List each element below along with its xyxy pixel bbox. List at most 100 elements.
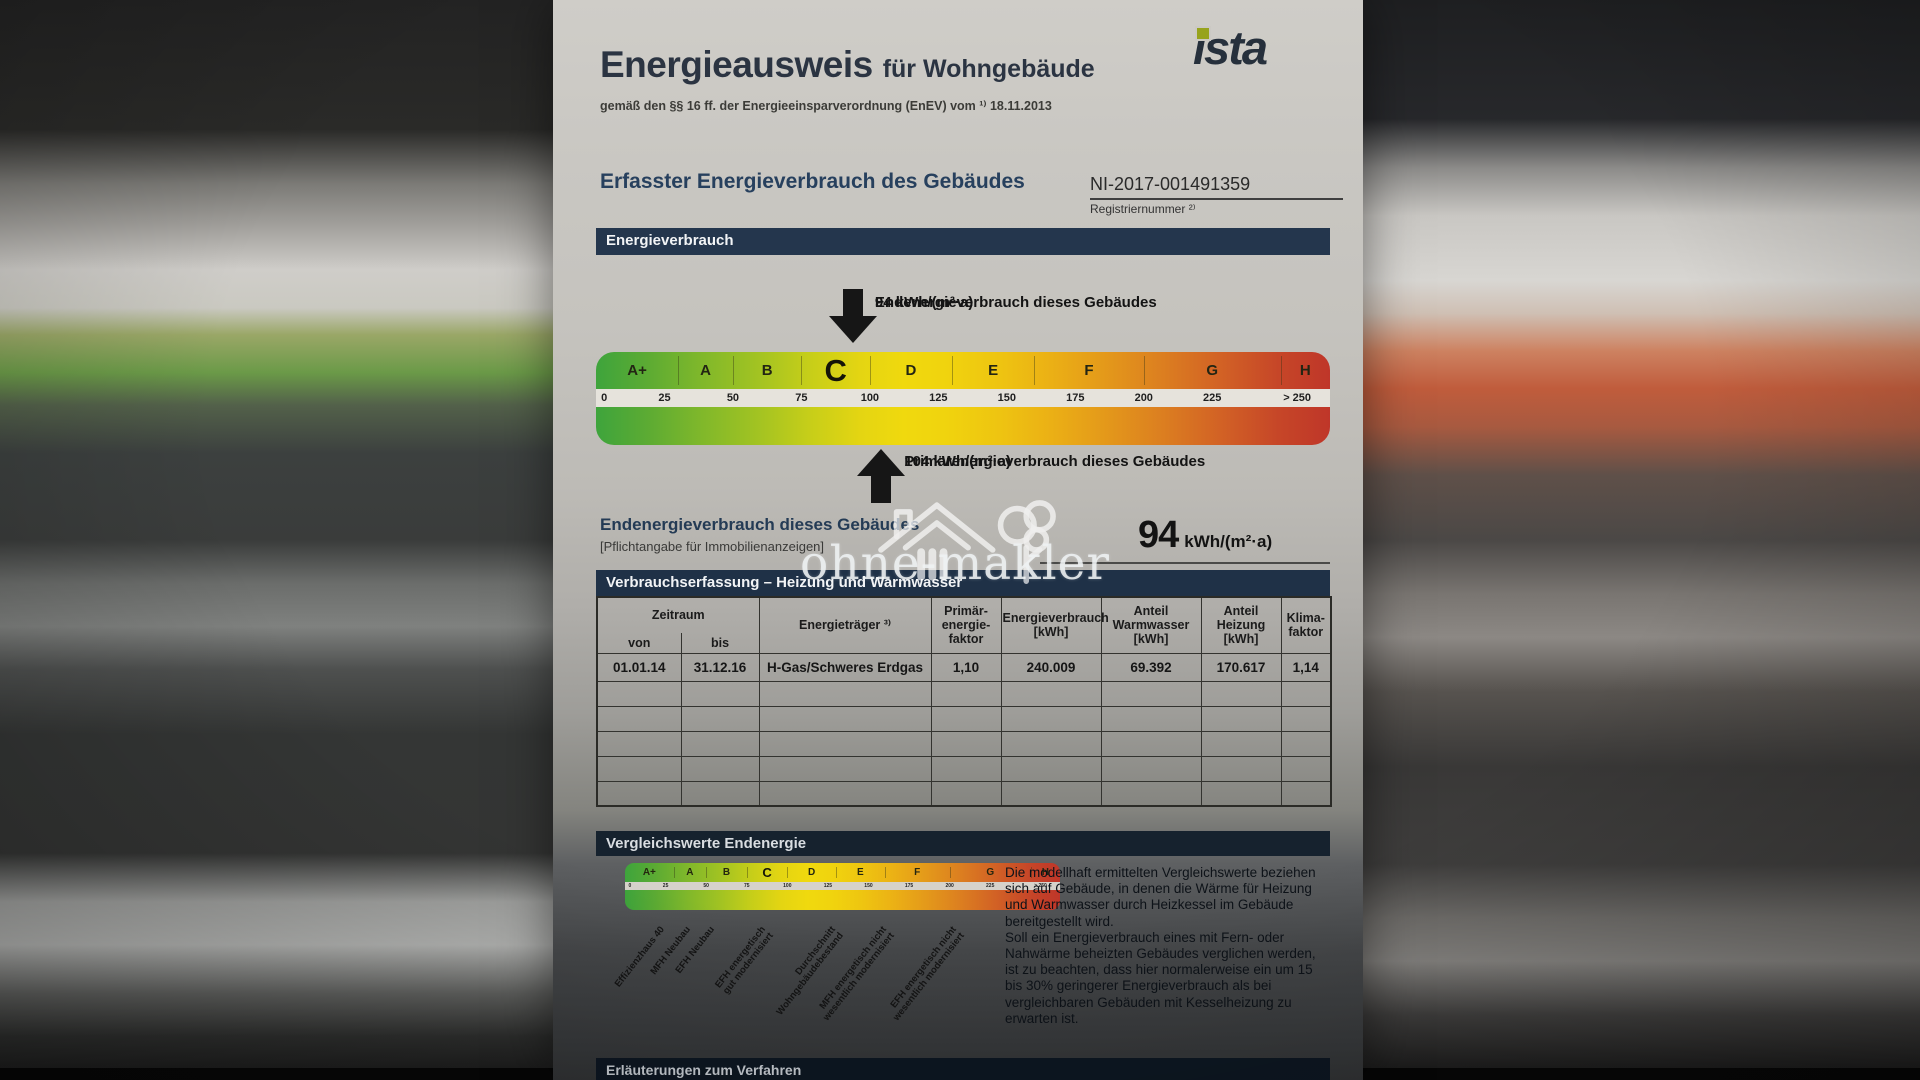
ista-logo: ista bbox=[1193, 20, 1333, 80]
scale-tick-> 250: > 250 bbox=[1034, 883, 1047, 889]
table-empty-row bbox=[596, 680, 1332, 707]
empty-cell bbox=[1200, 680, 1282, 707]
col-header-primaerfaktor: Primär- energie- faktor bbox=[930, 596, 1002, 654]
background-blur-left bbox=[0, 0, 556, 1080]
registration-block: NI-2017-001491359 Registriernummer ²⁾ bbox=[1090, 174, 1343, 216]
col-header-energietraeger: Energieträger ³⁾ bbox=[758, 596, 932, 654]
empty-cell bbox=[1280, 680, 1332, 707]
scale-class-boundary bbox=[1280, 356, 1282, 385]
scale-tick-50: 50 bbox=[703, 883, 709, 889]
scale-tick-> 250: > 250 bbox=[1283, 392, 1312, 404]
scale-tick-25: 25 bbox=[662, 883, 669, 889]
scale-class-boundary bbox=[732, 356, 734, 385]
scale-class-C: C bbox=[824, 353, 847, 388]
empty-cell bbox=[680, 680, 760, 707]
empty-cell bbox=[1280, 705, 1332, 732]
table-empty-row bbox=[596, 730, 1332, 757]
scale-class-boundary bbox=[706, 867, 708, 878]
end-energy-label-line1: Endenergieverbrauch dieses Gebäudes bbox=[874, 294, 1157, 311]
bar-vergleichswerte: Vergleichswerte Endenergie bbox=[596, 831, 1330, 856]
scale-tick-0: 0 bbox=[601, 392, 608, 404]
end-energy-declaration-title: Endenergieverbrauch dieses Gebäudes bbox=[600, 515, 920, 534]
empty-cell bbox=[596, 755, 682, 782]
title-main: Energieausweis bbox=[600, 44, 873, 85]
scale-letters-band: A+ A B C D E F G H bbox=[596, 352, 1330, 389]
cell-anteil-heizung: 170.617 bbox=[1200, 652, 1282, 682]
bar-energieverbrauch: Energieverbrauch bbox=[596, 228, 1330, 255]
cell-klimafaktor: 1,14 bbox=[1280, 652, 1332, 682]
empty-cell bbox=[930, 680, 1002, 707]
scale-class-F: F bbox=[1084, 362, 1094, 379]
scale-class-boundary bbox=[952, 356, 954, 385]
empty-cell bbox=[1200, 755, 1282, 782]
col-header-anteil-heizung: Anteil Heizung [kWh] bbox=[1200, 596, 1282, 654]
empty-cell bbox=[1000, 780, 1102, 807]
comparison-scale: A+ A B C D E F G H 0 25 50 75 100 125 150 175 200 225 > 25… bbox=[625, 863, 1060, 913]
end-energy-number: 94 bbox=[1138, 514, 1179, 556]
empty-cell bbox=[680, 755, 760, 782]
col-header-anteil-warmwasser: Anteil Warmwasser [kWh] bbox=[1100, 596, 1202, 654]
scale-class-G: G bbox=[1206, 362, 1219, 379]
table-empty-row bbox=[596, 780, 1332, 807]
scale-class-A+: A+ bbox=[627, 362, 647, 379]
scale-tick-150: 150 bbox=[997, 392, 1016, 404]
empty-cell bbox=[596, 730, 682, 757]
empty-cell bbox=[596, 680, 682, 707]
end-energy-label-value: 94 kWh/(m²·a) bbox=[874, 294, 974, 311]
empty-cell bbox=[758, 780, 932, 807]
scale-class-boundary bbox=[1143, 356, 1145, 385]
comparison-scale-lower-band bbox=[625, 890, 1060, 910]
comparison-scale-letters: A+ A B C D E F G H bbox=[625, 863, 1060, 882]
scale-tick-200: 200 bbox=[945, 883, 954, 889]
scale-class-boundary bbox=[884, 867, 886, 878]
empty-cell bbox=[758, 730, 932, 757]
scale-tick-225: 225 bbox=[1203, 392, 1222, 404]
scale-class-boundary bbox=[1034, 356, 1036, 385]
cell-primaerfaktor: 1,10 bbox=[930, 652, 1002, 682]
table-row: 01.01.14 31.12.16 H-Gas/Schweres Erdgas … bbox=[596, 652, 1332, 682]
cell-anteil-warmwasser: 69.392 bbox=[1100, 652, 1202, 682]
scale-class-E: E bbox=[988, 362, 999, 379]
ista-logo-green-dot-icon bbox=[1197, 28, 1209, 39]
comparison-paragraph-1: Die modellhaft ermittelten Vergleichswer… bbox=[1005, 865, 1316, 929]
empty-cell bbox=[1280, 755, 1332, 782]
empty-cell bbox=[930, 705, 1002, 732]
scale-tick-strip: 0 25 50 75 100 125 150 175 200 225 > 250 bbox=[596, 389, 1330, 407]
end-energy-unit: kWh/(m²·a) bbox=[1184, 532, 1273, 551]
scale-tick-25: 25 bbox=[658, 392, 671, 404]
empty-cell bbox=[758, 705, 932, 732]
scale-class-boundary bbox=[673, 867, 675, 878]
empty-cell bbox=[680, 730, 760, 757]
empty-cell bbox=[758, 680, 932, 707]
background-blur-right bbox=[1360, 0, 1920, 1080]
comparison-scale-ticks: 0 25 50 75 100 125 150 175 200 225 > 250 bbox=[625, 882, 1060, 890]
scale-class-boundary bbox=[787, 867, 789, 878]
energy-certificate-page: Energieausweis für Wohngebäude gemäß den … bbox=[553, 0, 1363, 1080]
scale-class-boundary bbox=[949, 867, 951, 878]
scale-tick-125: 125 bbox=[929, 392, 948, 404]
scale-tick-125: 125 bbox=[823, 883, 833, 889]
consumption-table: Zeitraum Energieträger ³⁾ Primär- energi… bbox=[596, 596, 1333, 807]
empty-cell bbox=[1000, 705, 1102, 732]
scale-class-boundary bbox=[869, 356, 871, 385]
empty-cell bbox=[680, 780, 760, 807]
scale-tick-75: 75 bbox=[795, 392, 808, 404]
table-empty-row bbox=[596, 755, 1332, 782]
comparison-labels: Effizienzhaus 40 MFH Neubau EFH Neubau EFH … bbox=[613, 915, 1060, 1075]
scale-lower-band bbox=[596, 407, 1330, 445]
empty-cell bbox=[1000, 755, 1102, 782]
empty-cell bbox=[758, 755, 932, 782]
energy-scale-chart: Endenergieverbrauch dieses Gebäudes 94 k… bbox=[596, 255, 1330, 505]
empty-cell bbox=[680, 705, 760, 732]
scale-tick-175: 175 bbox=[904, 883, 914, 889]
empty-cell bbox=[1100, 730, 1202, 757]
scale-tick-200: 200 bbox=[1134, 392, 1153, 404]
empty-cell bbox=[1200, 780, 1282, 807]
scale-class-boundary bbox=[1030, 867, 1032, 878]
scale-class-F: F bbox=[914, 867, 921, 878]
scale-tick-0: 0 bbox=[628, 883, 632, 889]
bar-erlaeuterungen: Erläuterungen zum Verfahren bbox=[596, 1058, 1330, 1080]
scale-class-H: H bbox=[1041, 867, 1050, 878]
comparison-paragraph-2: Soll ein Energieverbrauch eines mit Fern… bbox=[1005, 929, 1316, 1026]
